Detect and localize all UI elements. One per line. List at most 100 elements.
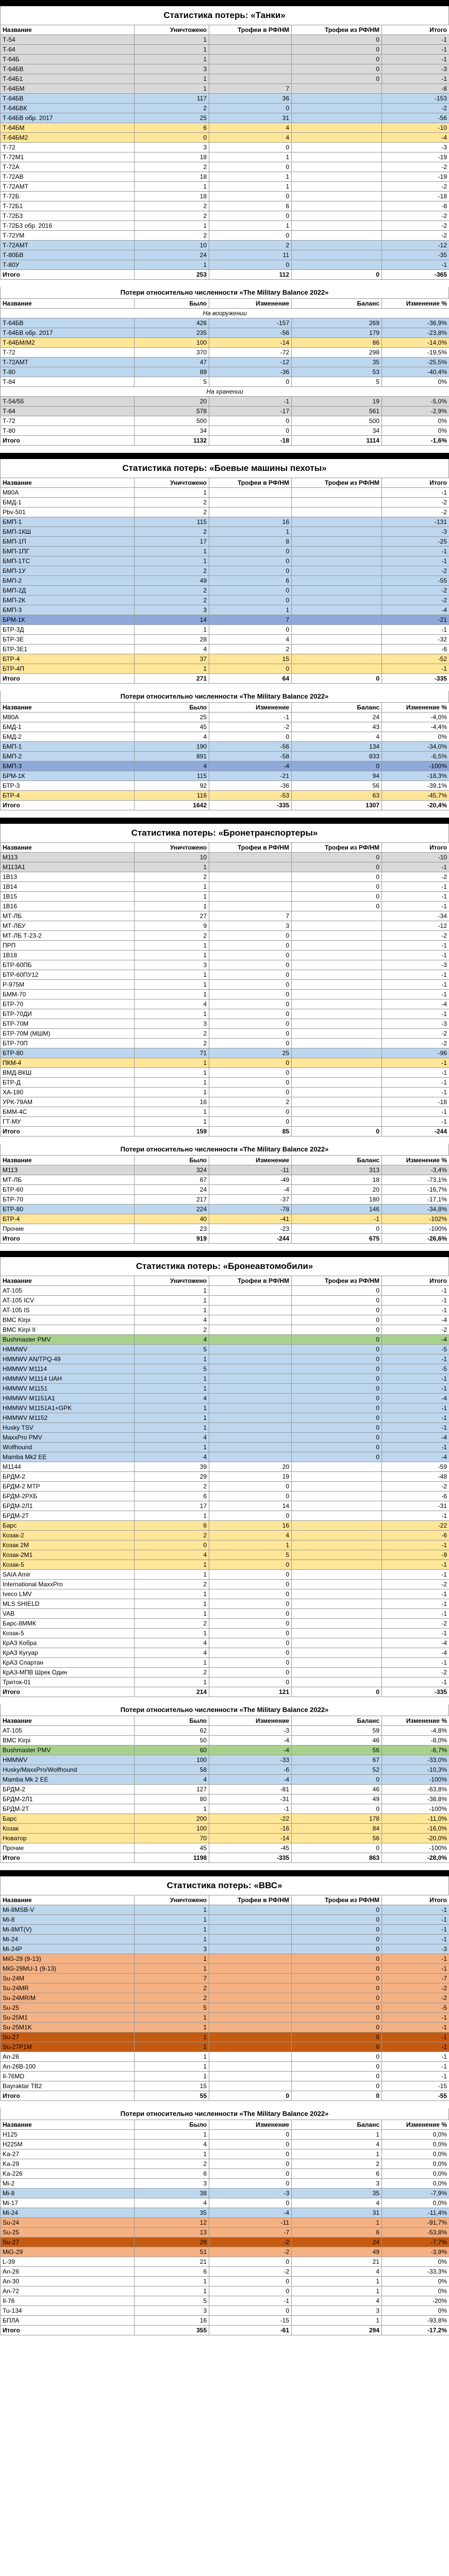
table-cell-value: -1 <box>381 1540 449 1550</box>
table-row: HMMWV M1151A1 4 0 -4 <box>0 1393 449 1403</box>
table-cell-value: -1 <box>381 54 449 64</box>
table-cell-name: VAB <box>0 1608 135 1619</box>
table-row: Mi-8 38 -3 35 -7,9% <box>0 2188 449 2198</box>
table-cell-value: 500 <box>291 416 382 426</box>
table-cell-value <box>291 1048 382 1058</box>
table-cell-name: An-30 <box>0 2276 135 2286</box>
table-cell-name: Mi-24 <box>0 2208 135 2218</box>
table-cell-value: 0 <box>209 1087 292 1097</box>
spacer <box>0 1863 449 1870</box>
table-cell-name: Mi-8MSB-V <box>0 1905 135 1915</box>
table-cell-value: 0 <box>291 1393 382 1403</box>
table-cell-value: 11 <box>209 250 292 260</box>
table-row: ГТ-МУ 1 0 -1 <box>0 1116 449 1127</box>
table-cell-value <box>291 1097 382 1107</box>
table-cell-value: -1 <box>381 1924 449 1935</box>
table-cell-name: БПЛА <box>0 2315 135 2326</box>
table-cell-value: 1 <box>134 901 209 911</box>
table-row: БТР-60ПБ 3 0 -3 <box>0 960 449 970</box>
table-row: БРДМ-2 127 -81 46 -63,8% <box>0 1784 449 1794</box>
table-cell-value <box>209 882 292 892</box>
table-cell-name: БТР-70 <box>0 1194 135 1205</box>
table-row: МТ-ЛБ Т-23-2 2 0 -2 <box>0 930 449 941</box>
table-cell-value: -1 <box>381 1295 449 1306</box>
table-cell-value: 4 <box>291 2296 382 2306</box>
table-cell-value: 0 <box>291 269 382 280</box>
table-cell-value: 89 <box>134 367 209 377</box>
table-row: Козак-2 2 4 -6 <box>0 1530 449 1540</box>
table-cell-value: 0 <box>291 2042 382 2052</box>
table-cell-value: -72 <box>209 347 292 358</box>
table-cell-value: 43 <box>291 722 382 732</box>
table-row: Iveco LMV 1 0 -1 <box>0 1589 449 1599</box>
table-cell-value: 2 <box>134 1530 209 1540</box>
table-cell-value: -53 <box>209 790 292 801</box>
table-cell-name: Su-25M1K <box>0 2022 135 2032</box>
table-cell-name: БМП-2К <box>0 595 135 605</box>
table-cell-value: 53 <box>291 367 382 377</box>
table-cell-name: Итого <box>0 1853 135 1863</box>
table-cell-value: 3 <box>134 142 209 152</box>
table-cell-value: 3 <box>134 960 209 970</box>
table-cell-value: -1 <box>381 1422 449 1433</box>
table-cell-value: -1 <box>209 2296 292 2306</box>
table-cell-value: 0 <box>291 74 382 84</box>
table-cell-value: -31 <box>381 1501 449 1511</box>
table-row: БТР-60 24 -4 20 -16,7% <box>0 1184 449 1195</box>
table-cell-value: 70 <box>134 1833 209 1843</box>
table-cell-value: 67 <box>291 1755 382 1765</box>
table-cell-value: 1307 <box>291 800 382 810</box>
table-cell-value: 56 <box>291 781 382 791</box>
table-cell-value: 55 <box>134 2091 209 2101</box>
table-cell-name: МТ-ЛБ <box>0 911 135 921</box>
table-cell-name: БТР-4 <box>0 654 135 664</box>
table-row: Ka-29 2 0 2 0,0% <box>0 2159 449 2169</box>
table-cell-name: Новатор <box>0 1833 135 1843</box>
table-cell-value: -9 <box>381 1550 449 1560</box>
table-row: М113 324 -11 313 -3,4% <box>0 1165 449 1175</box>
table-cell-value <box>291 1067 382 1078</box>
table-cell-value: 1 <box>134 1677 209 1687</box>
table-cell-value: -12 <box>381 240 449 250</box>
table-row: SAIA Amir 1 0 -1 <box>0 1569 449 1580</box>
table-cell-value: -3 <box>209 1725 292 1736</box>
table-cell-value <box>209 74 292 84</box>
table-row: БТР-70П 2 0 -2 <box>0 1038 449 1048</box>
table-cell-value <box>209 64 292 74</box>
losses-table: Название Уничтожено Трофеи в РФ/НМ Трофеи и… <box>0 478 449 684</box>
table-cell-value: 2 <box>209 644 292 654</box>
table-cell-value: 0 <box>209 1019 292 1029</box>
table-cell-name: БМП-3 <box>0 761 135 771</box>
table-cell-value <box>291 950 382 960</box>
table-row: БМП-1 115 16 -131 <box>0 517 449 527</box>
table-cell-name: БРМ-1К <box>0 615 135 625</box>
table-cell-value: -8 <box>381 83 449 94</box>
table-cell-value <box>291 507 382 517</box>
table-cell-value: 1 <box>134 1422 209 1433</box>
table-cell-name: HMMWV M1151A1+GPK <box>0 1403 135 1413</box>
table-cell-value: -25 <box>381 536 449 547</box>
table-cell-value: -1 <box>381 1954 449 1964</box>
table-cell-value: -1 <box>381 44 449 55</box>
table-cell-value <box>291 960 382 970</box>
table-cell-value: 0 <box>209 1599 292 1609</box>
table-cell-name: HMMWV <box>0 1755 135 1765</box>
table-row: БМП-1ПГ 1 0 -1 <box>0 546 449 556</box>
table-cell-value: 0 <box>209 1067 292 1078</box>
table-cell-value: -56 <box>209 328 292 338</box>
table-cell-name: Итого <box>0 269 135 280</box>
table-cell-value: 45 <box>134 1843 209 1853</box>
table-cell-value: 0 <box>291 673 382 684</box>
table-cell-name: Козак-5 <box>0 1560 135 1570</box>
comparison-table: Название Было Изменение Баланс Изменение % H1… <box>0 2120 449 2335</box>
table-cell-value: 4 <box>134 2198 209 2208</box>
table-cell-value: -6 <box>381 644 449 654</box>
table-cell-value: 7 <box>209 911 292 921</box>
table-cell-value: 94 <box>291 771 382 781</box>
table-row: H225M 4 0 4 0,0% <box>0 2139 449 2149</box>
table-row: MLS SHIELD 1 0 -1 <box>0 1599 449 1609</box>
table-header-row: Название Было Изменение Баланс Изменение % <box>0 2120 449 2130</box>
table-cell-value: 0 <box>291 2022 382 2032</box>
table-cell-value: 7 <box>134 1973 209 1984</box>
table-cell-name: БМП-1КШ <box>0 527 135 537</box>
